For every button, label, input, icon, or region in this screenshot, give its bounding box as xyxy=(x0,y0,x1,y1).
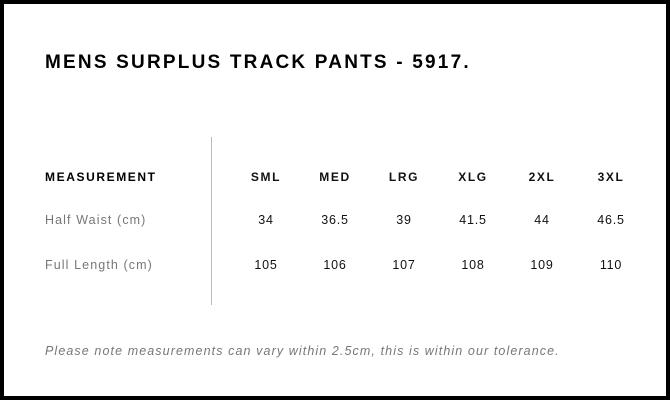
tolerance-note: Please note measurements can vary within… xyxy=(45,344,560,358)
page-title: MENS SURPLUS TRACK PANTS - 5917. xyxy=(45,52,471,73)
measurement-header: MEASUREMENT xyxy=(45,170,157,184)
size-header: XLG xyxy=(458,170,488,184)
table-cell: 105 xyxy=(254,258,278,272)
table-cell: 110 xyxy=(599,258,623,272)
column-divider xyxy=(211,137,212,305)
table-cell: 36.5 xyxy=(321,213,349,227)
size-header: 3XL xyxy=(597,170,625,184)
table-cell: 106 xyxy=(323,258,347,272)
table-cell: 108 xyxy=(461,258,485,272)
size-chart: MENS SURPLUS TRACK PANTS - 5917. MEASURE… xyxy=(4,4,666,396)
row-label-full-length: Full Length (cm) xyxy=(45,258,153,272)
table-cell: 44 xyxy=(534,213,550,227)
table-cell: 109 xyxy=(530,258,554,272)
table-cell: 34 xyxy=(258,213,274,227)
size-header: LRG xyxy=(388,170,420,184)
size-header: SML xyxy=(250,170,282,184)
table-cell: 41.5 xyxy=(459,213,487,227)
row-label-half-waist: Half Waist (cm) xyxy=(45,213,147,227)
table-cell: 39 xyxy=(396,213,412,227)
size-header: 2XL xyxy=(528,170,556,184)
size-header: MED xyxy=(319,170,351,184)
table-cell: 107 xyxy=(392,258,416,272)
table-cell: 46.5 xyxy=(597,213,625,227)
